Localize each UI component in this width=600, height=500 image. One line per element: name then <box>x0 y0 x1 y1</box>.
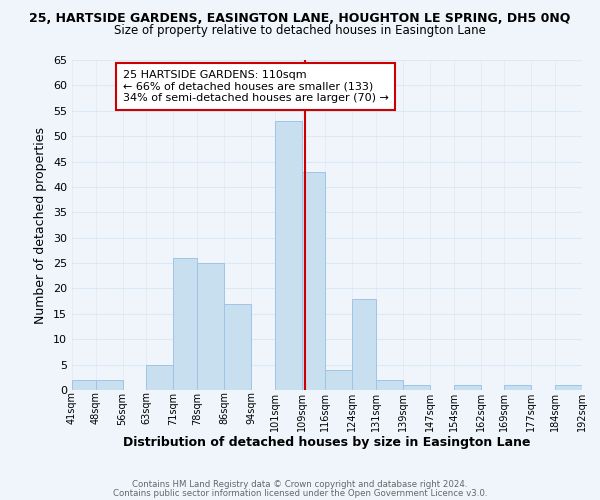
Bar <box>275 121 302 390</box>
Bar <box>72 380 95 390</box>
Bar <box>224 304 251 390</box>
Bar <box>173 258 197 390</box>
Bar <box>95 380 122 390</box>
Bar <box>325 370 352 390</box>
Bar <box>352 298 376 390</box>
Text: Contains public sector information licensed under the Open Government Licence v3: Contains public sector information licen… <box>113 489 487 498</box>
Bar <box>403 385 430 390</box>
X-axis label: Distribution of detached houses by size in Easington Lane: Distribution of detached houses by size … <box>123 436 531 450</box>
Bar <box>454 385 481 390</box>
Text: Size of property relative to detached houses in Easington Lane: Size of property relative to detached ho… <box>114 24 486 37</box>
Text: 25, HARTSIDE GARDENS, EASINGTON LANE, HOUGHTON LE SPRING, DH5 0NQ: 25, HARTSIDE GARDENS, EASINGTON LANE, HO… <box>29 12 571 26</box>
Text: Contains HM Land Registry data © Crown copyright and database right 2024.: Contains HM Land Registry data © Crown c… <box>132 480 468 489</box>
Bar <box>555 385 582 390</box>
Bar <box>197 263 224 390</box>
Text: 25 HARTSIDE GARDENS: 110sqm
← 66% of detached houses are smaller (133)
34% of se: 25 HARTSIDE GARDENS: 110sqm ← 66% of det… <box>122 70 389 103</box>
Bar <box>302 172 325 390</box>
Bar <box>376 380 403 390</box>
Bar <box>505 385 532 390</box>
Bar <box>146 364 173 390</box>
Y-axis label: Number of detached properties: Number of detached properties <box>34 126 47 324</box>
